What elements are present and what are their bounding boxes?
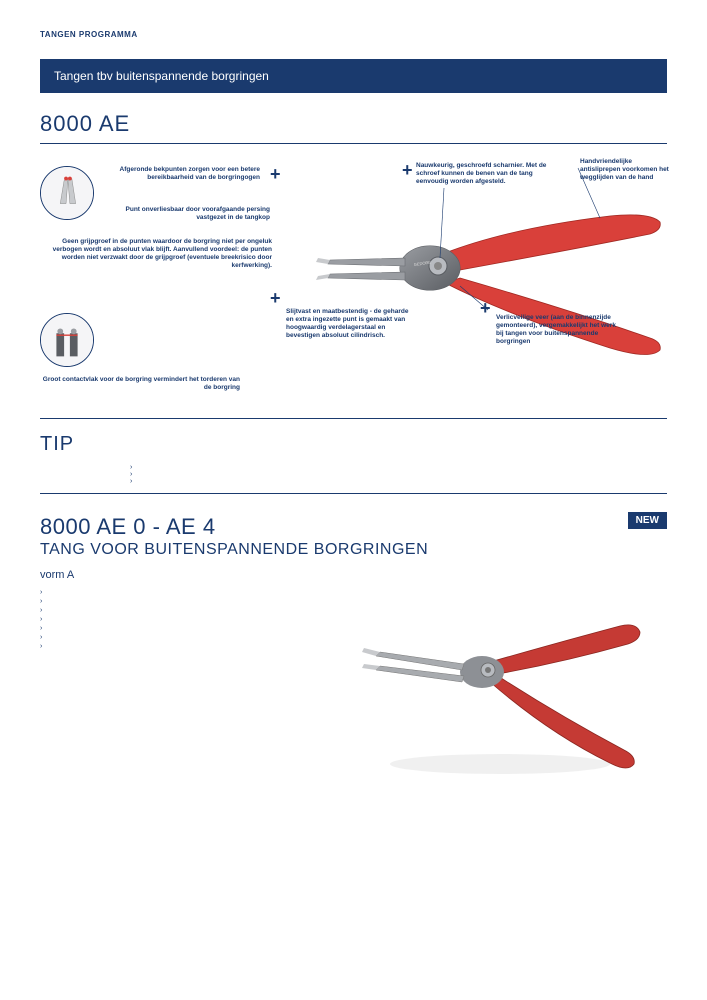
leader-lines xyxy=(40,158,680,418)
product-subtitle: TANG VOOR BUITENSPANNENDE BORGRINGEN xyxy=(40,541,667,559)
tip-item xyxy=(130,471,667,478)
product-code: 8000 AE xyxy=(40,111,667,137)
divider xyxy=(40,418,667,419)
product-diagram: GEDORE + + + + Afgeronde bekpunten zorge… xyxy=(40,158,667,418)
breadcrumb: TANGEN PROGRAMMA xyxy=(40,30,667,39)
divider xyxy=(40,493,667,494)
form-label: vorm A xyxy=(40,569,667,581)
product-photo xyxy=(350,604,650,784)
tip-item xyxy=(130,464,667,471)
tip-list xyxy=(130,464,667,485)
section-title-bar: Tangen tbv buitenspannende borgringen xyxy=(40,59,667,93)
tip-item xyxy=(130,478,667,485)
product-code-2: 8000 AE 0 - AE 4 xyxy=(40,514,667,539)
divider xyxy=(40,143,667,144)
tip-heading: TIP xyxy=(40,433,667,456)
feature-item xyxy=(40,589,667,596)
new-badge: NEW xyxy=(628,512,667,529)
product-section-2: NEW 8000 AE 0 - AE 4 TANG VOOR BUITENSPA… xyxy=(40,514,667,650)
